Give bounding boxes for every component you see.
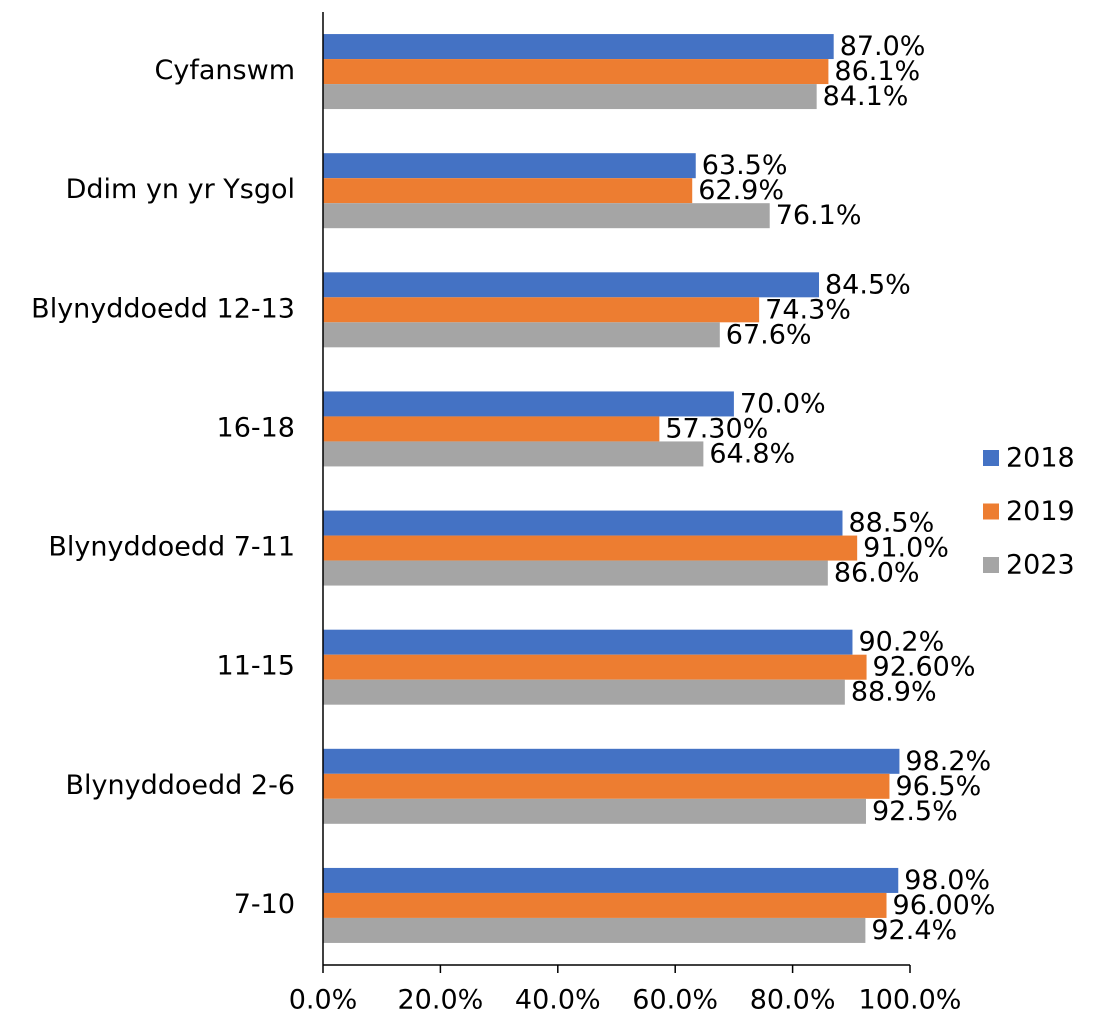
data-label: 88.9% [851, 677, 937, 708]
bar [323, 629, 853, 655]
bar [323, 322, 720, 348]
legend-label: 2019 [1006, 496, 1075, 527]
bar [323, 34, 834, 60]
bar [323, 59, 829, 85]
data-label: 84.1% [823, 81, 909, 112]
bar [323, 391, 734, 417]
bar [323, 84, 817, 110]
data-label: 86.0% [834, 558, 920, 589]
legend-swatch [983, 503, 999, 520]
bar [323, 798, 866, 824]
bar [323, 892, 887, 918]
x-tick-label: 100.0% [859, 985, 962, 1016]
y-tick-label: Cyfanswm [155, 55, 295, 86]
bar [323, 272, 820, 298]
bar [323, 441, 704, 467]
bar [323, 416, 660, 442]
data-label: 96.5% [895, 771, 981, 802]
bar [323, 153, 696, 179]
data-label: 91.0% [863, 533, 949, 564]
bar [323, 178, 693, 204]
bar [323, 535, 858, 561]
data-label: 84.5% [825, 269, 911, 300]
bar [323, 867, 899, 893]
bar [323, 297, 760, 323]
x-tick-label: 20.0% [398, 985, 484, 1016]
x-tick-label: 40.0% [515, 985, 601, 1016]
data-label: 87.0% [840, 31, 926, 62]
data-label: 90.2% [858, 627, 944, 658]
data-label: 76.1% [776, 200, 862, 231]
x-tick-label: 60.0% [632, 985, 718, 1016]
y-tick-label: Blynyddoedd 2-6 [66, 770, 295, 801]
legend-label: 2023 [1006, 550, 1075, 581]
data-label: 62.9% [698, 175, 784, 206]
y-tick-label: 11-15 [217, 651, 295, 682]
y-tick-label: Ddim yn yr Ysgol [66, 174, 295, 205]
data-label: 86.1% [834, 56, 920, 87]
bar [323, 917, 866, 943]
data-label: 98.0% [904, 865, 990, 896]
data-label: 74.3% [765, 294, 851, 325]
data-label: 63.5% [702, 150, 788, 181]
bar [323, 510, 843, 536]
data-label: 92.4% [871, 915, 957, 946]
legend-swatch [983, 450, 999, 466]
data-label: 67.6% [726, 319, 812, 350]
bar [323, 679, 845, 705]
data-label: 92.60% [873, 652, 976, 683]
data-label: 96.00% [893, 890, 996, 921]
x-tick-label: 0.0% [289, 985, 358, 1016]
bar [323, 654, 867, 680]
bar [323, 560, 828, 586]
data-label: 70.0% [740, 388, 826, 419]
legend-label: 2018 [1006, 443, 1075, 474]
bar [323, 773, 890, 799]
legend-swatch [983, 557, 999, 573]
y-tick-label: 16-18 [217, 412, 295, 443]
data-label: 57.30% [665, 413, 768, 444]
data-label: 98.2% [905, 746, 991, 777]
data-label: 92.5% [872, 796, 958, 827]
data-label: 88.5% [848, 508, 934, 539]
data-label: 64.8% [709, 438, 795, 469]
y-tick-label: Blynyddoedd 7-11 [48, 532, 295, 563]
y-tick-label: Blynyddoedd 12-13 [31, 293, 295, 324]
x-tick-label: 80.0% [750, 985, 836, 1016]
bar [323, 748, 900, 774]
bar [323, 203, 770, 229]
y-tick-label: 7-10 [234, 889, 295, 920]
